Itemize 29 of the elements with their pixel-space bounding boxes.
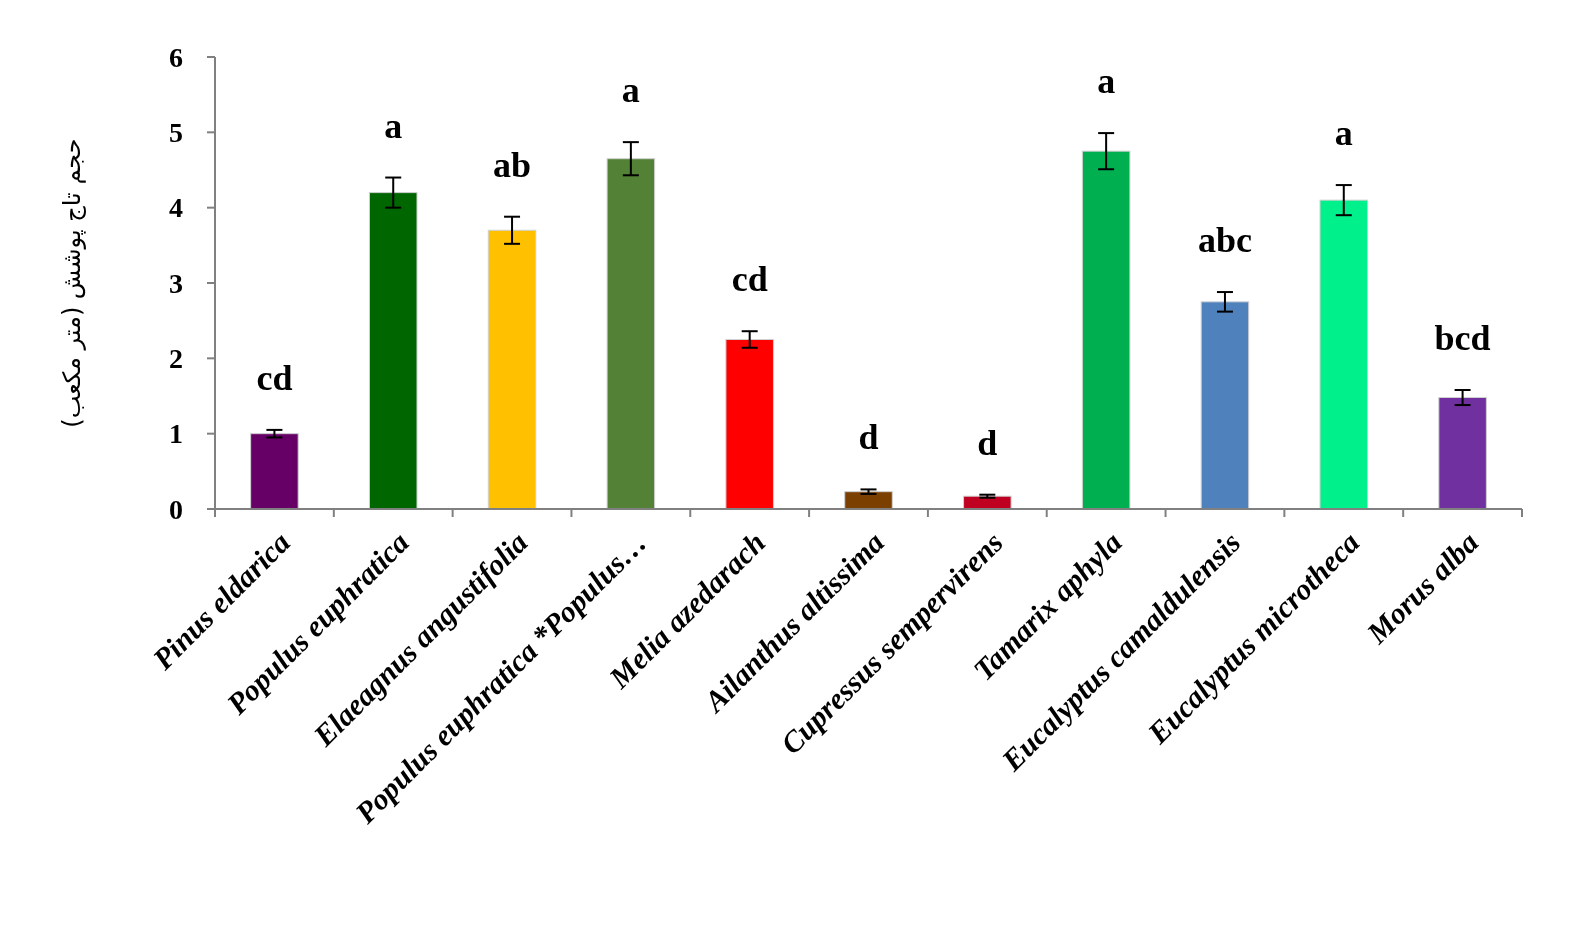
y-tick-label: 0	[169, 493, 183, 525]
y-tick-label: 6	[169, 41, 183, 73]
annotation: cd	[256, 357, 293, 398]
y-tick-label: 1	[169, 418, 183, 450]
annotation: a	[1334, 113, 1353, 154]
annotation: bcd	[1434, 317, 1491, 358]
y-axis-title: حجم تاج پوشش (متر مکعب)	[58, 138, 86, 428]
bar	[606, 158, 656, 510]
y-tick-label: 2	[169, 342, 183, 374]
bar	[844, 491, 893, 510]
bar	[250, 433, 299, 510]
bar	[1438, 397, 1487, 510]
y-tick-label: 4	[169, 192, 183, 224]
bar	[1319, 199, 1369, 510]
annotation: abc	[1197, 220, 1252, 261]
bar	[487, 229, 537, 510]
y-tick-label: 5	[169, 116, 183, 148]
annotation: ab	[493, 144, 532, 185]
y-tick-label: 3	[169, 267, 183, 299]
annotation: a	[1097, 61, 1116, 102]
annotation: d	[858, 417, 879, 458]
bar	[1081, 150, 1131, 510]
bar	[725, 339, 774, 510]
annotation: a	[384, 105, 403, 146]
annotation: a	[621, 70, 640, 111]
annotation: d	[977, 422, 998, 463]
bar	[1200, 301, 1250, 510]
annotation: cd	[731, 259, 768, 300]
bar	[368, 192, 418, 510]
